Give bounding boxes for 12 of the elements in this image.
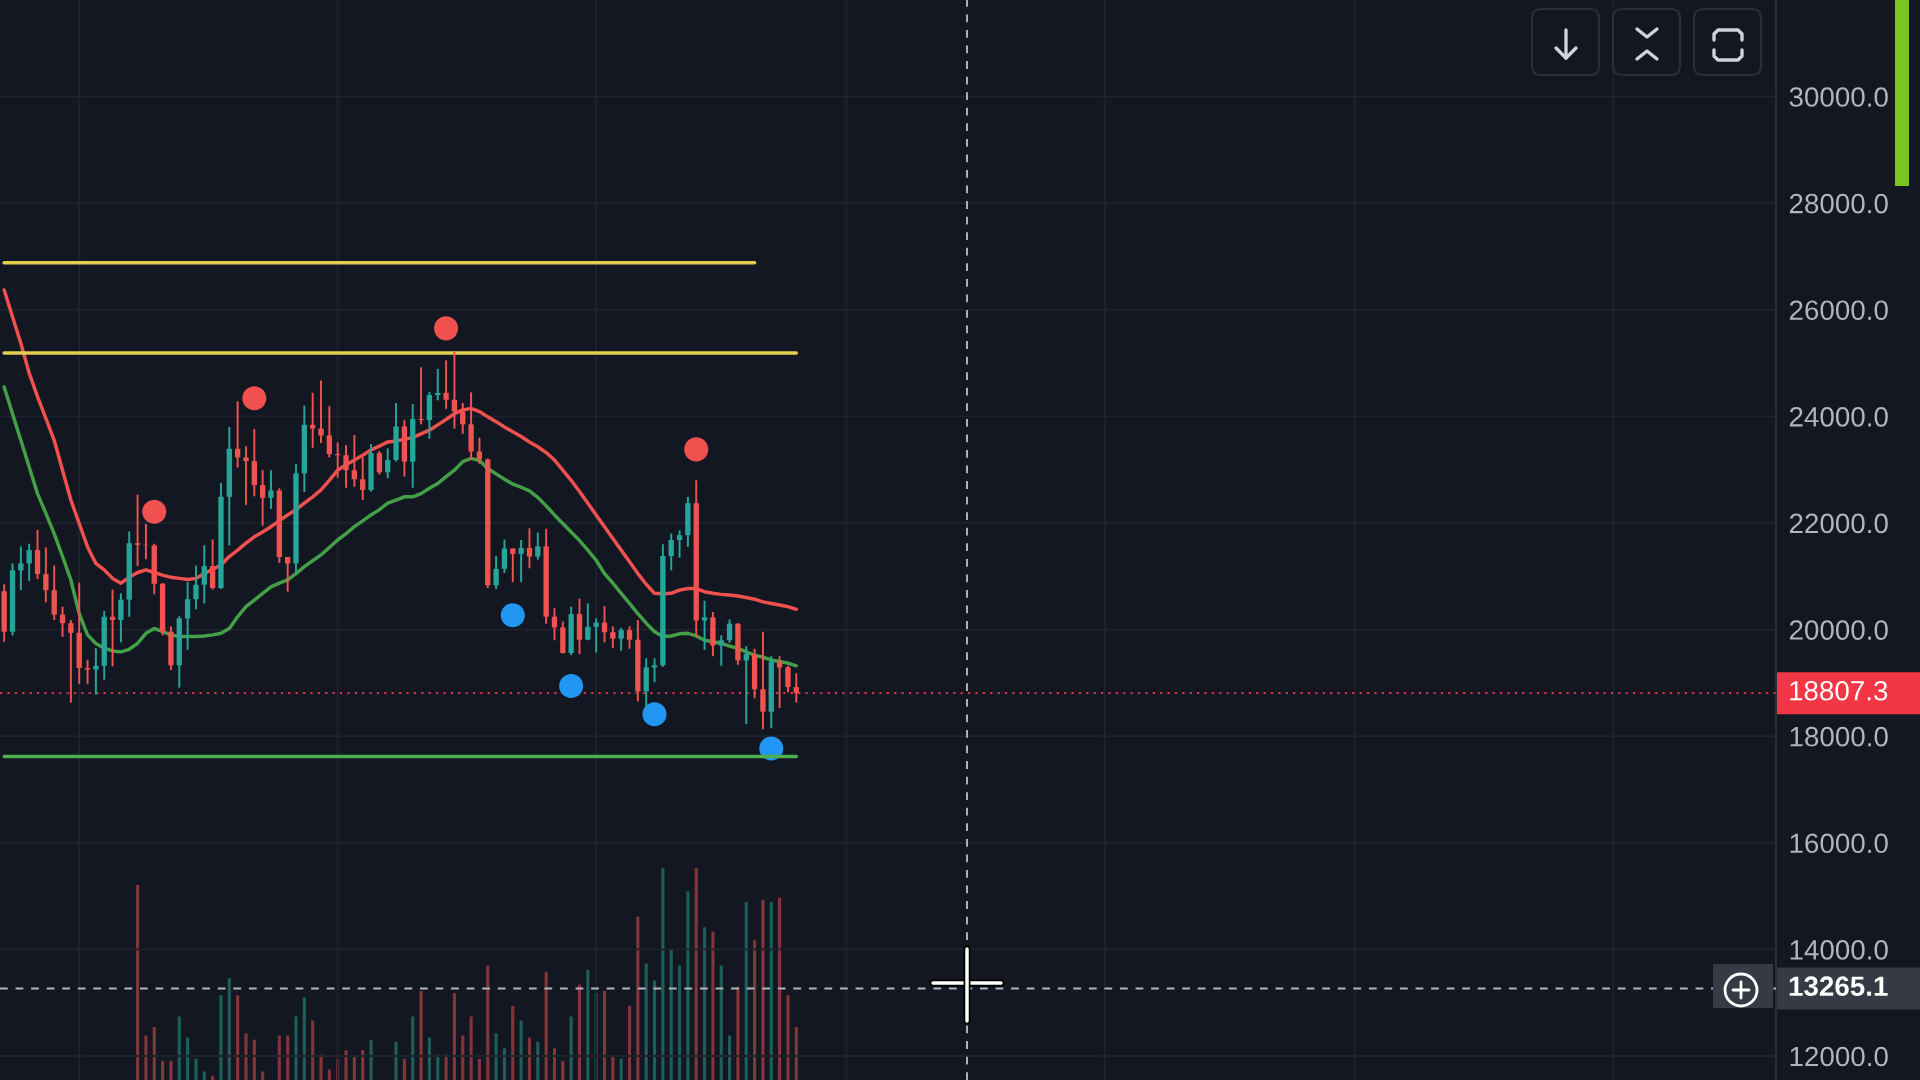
y-tick-label: 30000.0: [1789, 87, 1888, 107]
ref-line-label: 18807.3: [1790, 680, 1888, 701]
y-tick-label: 20000.0: [1789, 620, 1888, 640]
y-tick-label: 12000.0: [1790, 1046, 1888, 1067]
y-tick-label: 14000.0: [1790, 940, 1888, 960]
y-tick-label: 28000.0: [1789, 193, 1888, 214]
y-tick-label: 18000.0: [1790, 726, 1888, 747]
y-tick-label: 22000.0: [1789, 513, 1888, 534]
ref-line-label: 13265.1: [1789, 976, 1888, 997]
y-tick-label: 26000.0: [1789, 300, 1888, 321]
y-tick-label: 24000.0: [1789, 407, 1888, 427]
y-tick-label: 16000.0: [1790, 833, 1888, 854]
